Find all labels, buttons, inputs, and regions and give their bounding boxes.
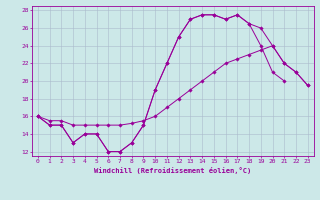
X-axis label: Windchill (Refroidissement éolien,°C): Windchill (Refroidissement éolien,°C) — [94, 167, 252, 174]
